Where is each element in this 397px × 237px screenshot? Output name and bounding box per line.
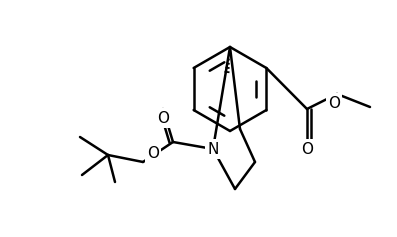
Text: O: O [157,110,169,126]
Text: O: O [301,141,313,156]
Text: O: O [328,96,340,110]
Text: N: N [207,141,219,156]
Text: O: O [147,146,159,161]
